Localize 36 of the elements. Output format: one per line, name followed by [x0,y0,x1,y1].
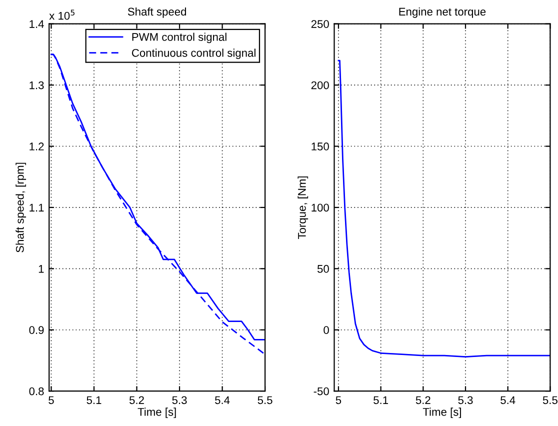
chart-title: Shaft speed [128,7,186,18]
x-tick-label: 5.4 [500,396,516,404]
x-tick-label: 5.2 [129,396,144,404]
legend-label: Continuous control signal [132,48,256,60]
y-tick-label: 0.8 [29,387,44,396]
y-tick-label: 1.4 [30,20,44,28]
x-tick-label: 5.3 [458,396,473,404]
y-tick-label: 1.2 [30,142,44,150]
x-tick-label: 5 [48,396,54,404]
x-tick-label: 5.4 [215,396,230,404]
y-tick-label: 100 [312,204,329,212]
x-tick-label: 5.3 [172,396,187,404]
y-axis-title: Shaft speed, [rpm] [16,162,26,252]
y-axis-title: Torque, [Nm] [298,176,308,240]
y-tick-label: 50 [317,264,329,273]
text: x 10$^{5}$ [49,10,74,20]
y-tick-label: 250 [311,20,329,28]
y-tick-label: 1.3 [30,81,44,90]
x-tick-label: 5 [336,396,342,404]
legend-label: PWM control signal [132,32,226,44]
y-tick-label: 150 [312,142,329,150]
y-tick-label: 200 [311,81,329,90]
x-tick-label: 5.2 [416,396,430,404]
chart-title: Engine net torque [399,7,486,18]
x-tick-label: 5.5 [542,396,558,404]
x-tick-label: 5.5 [258,396,272,404]
y-tick-label: 0 [324,326,329,334]
line-series [338,60,550,358]
x-tick-label: 5.1 [86,396,102,404]
x-tick-label: 5.1 [374,396,388,404]
x-axis-title: Time [s] [422,408,461,418]
y-tick-label: -50 [314,387,329,396]
y-tick-label: 1.1 [30,204,44,212]
y-tick-label: 1 [38,265,44,273]
y-tick-label: 0.9 [29,326,44,334]
x-axis-title: Time [s] [138,408,176,418]
